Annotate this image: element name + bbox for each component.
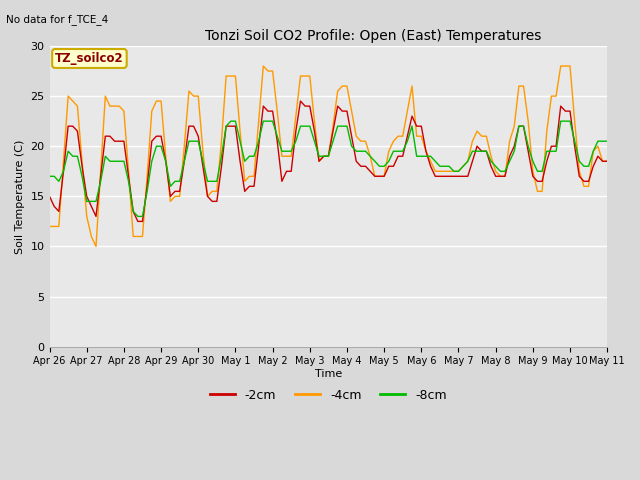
Text: No data for f_TCE_4: No data for f_TCE_4 <box>6 14 109 25</box>
X-axis label: Time: Time <box>315 369 342 379</box>
Text: TZ_soilco2: TZ_soilco2 <box>55 52 124 65</box>
Title: Tonzi Soil CO2 Profile: Open (East) Temperatures: Tonzi Soil CO2 Profile: Open (East) Temp… <box>205 29 541 43</box>
Legend: -2cm, -4cm, -8cm: -2cm, -4cm, -8cm <box>205 384 452 407</box>
Y-axis label: Soil Temperature (C): Soil Temperature (C) <box>15 139 25 253</box>
